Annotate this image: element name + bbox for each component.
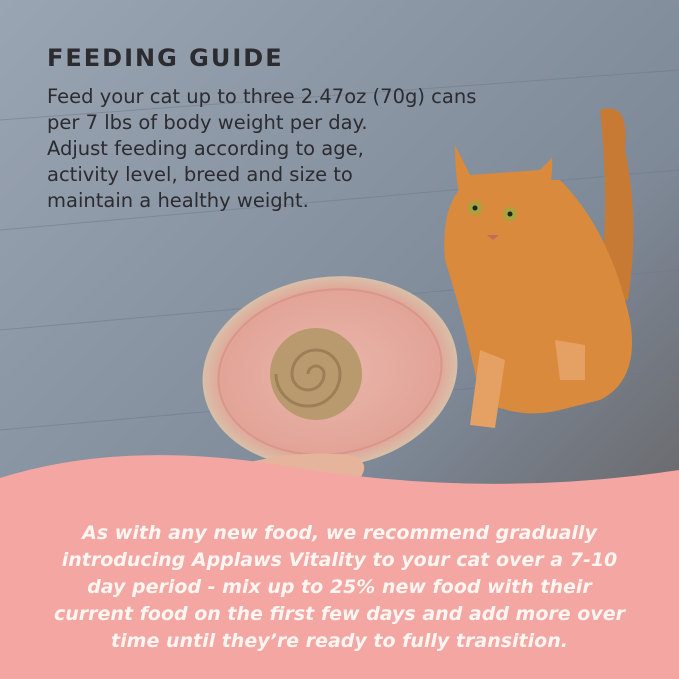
cat xyxy=(444,108,634,428)
feeding-guide-heading: FEEDING GUIDE xyxy=(47,44,284,72)
guide-line: activity level, breed and size to xyxy=(47,163,353,186)
guide-line: Feed your cat up to three 2.47oz (70g) c… xyxy=(47,85,477,108)
cat-food xyxy=(270,328,362,420)
guide-line: per 7 lbs of body weight per day. xyxy=(47,111,368,134)
notice-line: current food on the first few days and a… xyxy=(54,603,625,625)
pink-banner xyxy=(0,455,679,679)
guide-line: Adjust feeding according to age, xyxy=(47,137,364,160)
guide-line: maintain a healthy weight. xyxy=(47,189,309,212)
notice-line: introducing Applaws Vitality to your cat… xyxy=(61,549,618,571)
transition-notice: As with any new food, we recommend gradu… xyxy=(30,520,649,655)
feeding-guide-text: Feed your cat up to three 2.47oz (70g) c… xyxy=(47,84,567,214)
notice-line: day period - mix up to 25% new food with… xyxy=(87,576,592,598)
notice-line: As with any new food, we recommend gradu… xyxy=(82,522,597,544)
notice-line: time until they’re ready to fully transi… xyxy=(111,630,568,652)
